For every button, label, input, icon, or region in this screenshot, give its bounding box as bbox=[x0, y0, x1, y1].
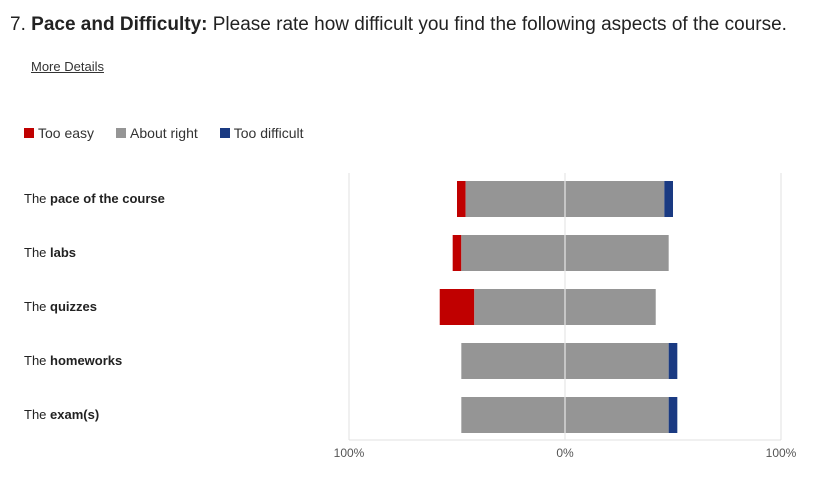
question-number: 7. bbox=[10, 14, 26, 35]
row-label-exams: The exam(s) bbox=[24, 407, 99, 422]
row-label-emphasis: exam(s) bbox=[50, 407, 100, 422]
row-label-labs: The labs bbox=[24, 245, 76, 260]
row-label-emphasis: pace of the course bbox=[50, 191, 165, 206]
question-text: Please rate how difficult you find the f… bbox=[212, 14, 787, 35]
legend-item-too-difficult: Too difficult bbox=[219, 125, 304, 141]
row-label-prefix: The bbox=[24, 245, 51, 260]
row-label-emphasis: quizzes bbox=[50, 299, 97, 314]
more-details-link[interactable]: More Details bbox=[31, 59, 104, 74]
question-heading: 7. Pace and Difficulty: Please rate how … bbox=[10, 14, 787, 36]
row-label-quizzes: The quizzes bbox=[24, 299, 97, 314]
bar-too-difficult-row-1 bbox=[664, 181, 673, 217]
bar-too-easy-row-1 bbox=[457, 181, 466, 217]
row-label-emphasis: labs bbox=[50, 245, 77, 260]
chart-legend: Too easy About right Too difficult bbox=[24, 125, 304, 141]
tick-label-center: 0% bbox=[556, 446, 574, 460]
tick-label-left: 100% bbox=[334, 446, 365, 460]
bar-too-easy-row-3 bbox=[439, 289, 475, 325]
legend-label-about-right: About right bbox=[130, 125, 198, 141]
legend-label-too-easy: Too easy bbox=[38, 125, 95, 141]
legend-swatch-too-difficult bbox=[219, 128, 230, 138]
legend-swatch-too-easy bbox=[24, 128, 34, 138]
legend-item-too-easy: Too easy bbox=[24, 125, 94, 141]
row-label-prefix: The bbox=[24, 353, 51, 368]
legend-item-about-right: About right bbox=[116, 125, 198, 141]
legend-label-too-difficult: Too difficult bbox=[233, 125, 304, 141]
row-label-homeworks: The homeworks bbox=[24, 353, 122, 368]
tick-label-right: 100% bbox=[766, 446, 797, 460]
row-label-prefix: The bbox=[24, 191, 51, 206]
question-title: Pace and Difficulty: bbox=[31, 14, 208, 35]
bar-too-easy-row-2 bbox=[452, 235, 462, 271]
row-label-prefix: The bbox=[24, 407, 51, 422]
legend-swatch-about-right bbox=[116, 128, 127, 138]
row-label-pace: The pace of the course bbox=[24, 191, 165, 206]
row-label-emphasis: homeworks bbox=[50, 353, 123, 368]
bar-too-difficult-row-5 bbox=[668, 397, 678, 433]
bar-too-difficult-row-4 bbox=[668, 343, 678, 379]
row-label-prefix: The bbox=[24, 299, 51, 314]
